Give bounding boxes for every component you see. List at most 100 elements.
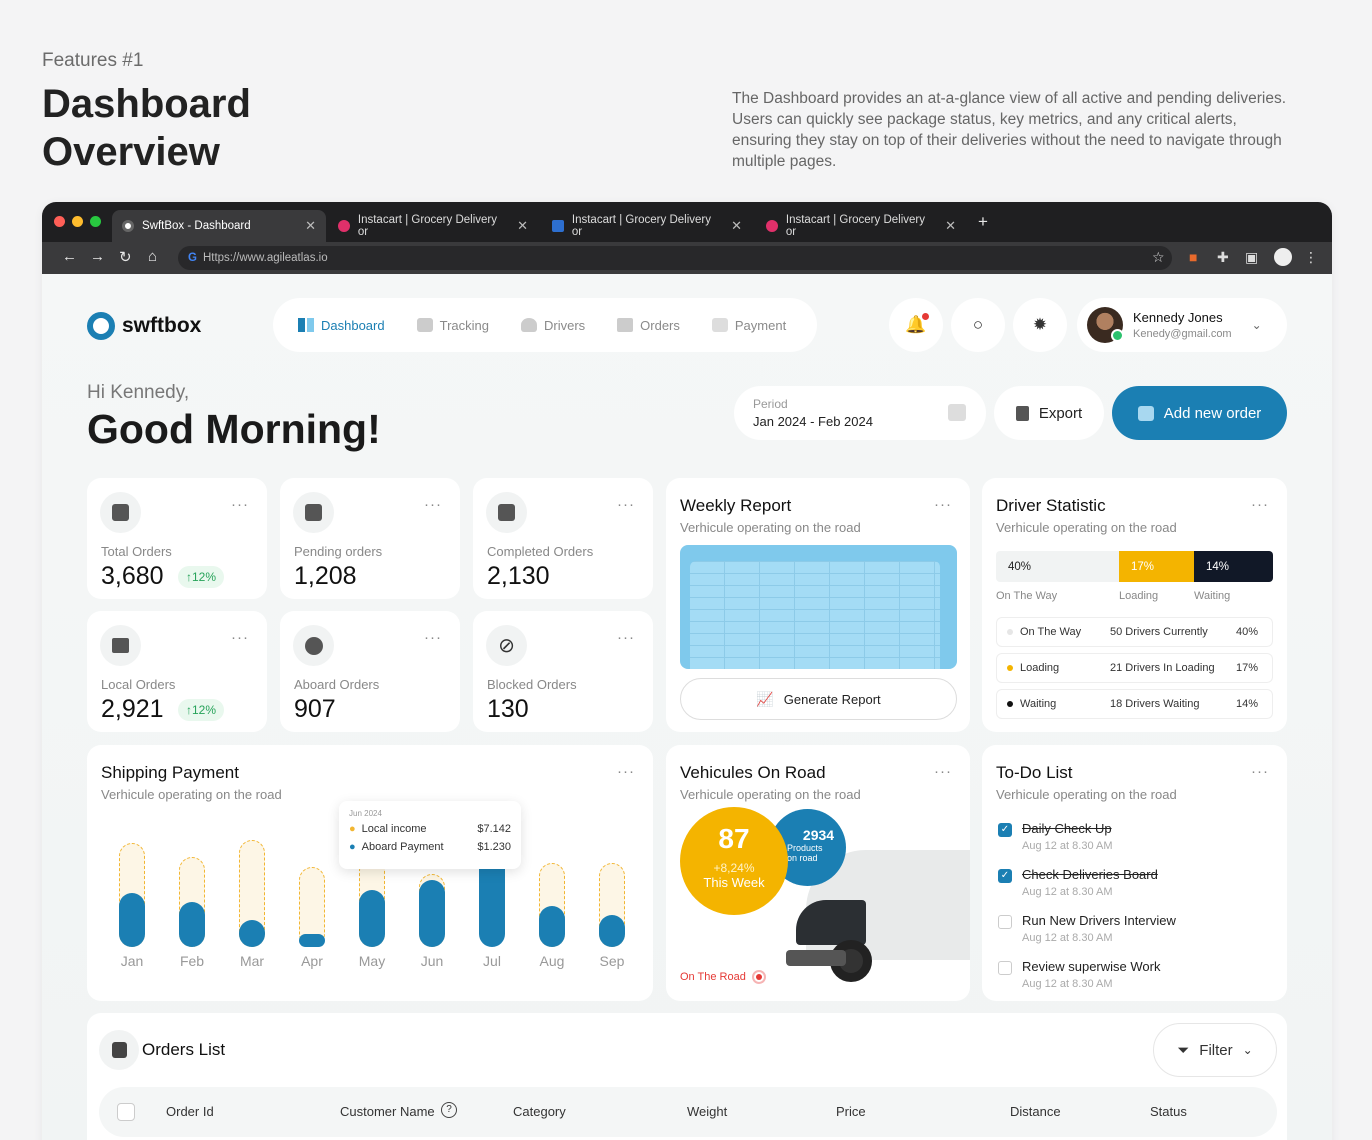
new-tab-icon[interactable]: + [978, 212, 988, 231]
column-header[interactable]: Status [1150, 1104, 1187, 1119]
close-tab-icon[interactable]: ✕ [305, 218, 316, 233]
more-icon[interactable]: ··· [617, 496, 635, 513]
card-subtitle: Verhicule operating on the road [680, 787, 861, 802]
reload-icon[interactable]: ↻ [119, 249, 132, 266]
checkbox[interactable] [998, 961, 1012, 975]
add-order-button[interactable]: Add new order [1112, 386, 1287, 440]
user-menu[interactable]: Kennedy Jones Kenedy@gmail.com ⌄ [1077, 298, 1287, 352]
close-tab-icon[interactable]: ✕ [945, 218, 956, 233]
maximize-window-dot[interactable] [90, 216, 101, 227]
more-icon[interactable]: ··· [617, 763, 635, 780]
stat-value: 2,130 [487, 562, 550, 590]
nav-label: Orders [640, 317, 680, 333]
theme-toggle-button[interactable]: ✹ [1013, 298, 1067, 352]
orders-list-card: Orders List ⏷ Filter ⌄ Order Id Customer N… [87, 1013, 1287, 1140]
todo-card: To-Do List ··· Verhicule operating on the… [982, 745, 1287, 1001]
close-tab-icon[interactable]: ✕ [517, 218, 528, 233]
column-header[interactable]: Distance [1010, 1104, 1061, 1119]
checkbox-checked[interactable]: ✓ [998, 869, 1012, 883]
stat-card-aboard[interactable]: ··· Aboard Orders 907 [280, 611, 460, 732]
column-header[interactable]: Customer Name [340, 1104, 435, 1119]
nav-payment[interactable]: Payment [711, 318, 786, 333]
browser-tab[interactable]: Instacart | Grocery Delivery or ✕ [328, 210, 538, 242]
weekly-report-card: Weekly Report ··· Verhicule operating on … [666, 478, 970, 732]
close-tab-icon[interactable]: ✕ [731, 218, 742, 233]
more-icon[interactable]: ··· [1251, 496, 1269, 513]
more-icon[interactable]: ··· [1251, 763, 1269, 780]
more-icon[interactable]: ··· [617, 629, 635, 646]
browser-tab[interactable]: Instacart | Grocery Delivery or ✕ [542, 210, 752, 242]
generate-report-button[interactable]: 📈 Generate Report [680, 678, 957, 720]
bar-fill[interactable] [179, 902, 205, 947]
todo-item[interactable]: Run New Drivers Interview Aug 12 at 8.30 … [998, 913, 1176, 944]
notifications-button[interactable]: 🔔 [889, 298, 943, 352]
nav-label: Dashboard [321, 317, 385, 333]
bar-fill[interactable] [239, 920, 265, 947]
sun-icon: ✹ [1032, 315, 1048, 334]
select-all-checkbox[interactable] [117, 1103, 135, 1121]
stat-label: Local Orders [101, 677, 176, 692]
todo-item[interactable]: ✓ Daily Check Up Aug 12 at 8.30 AM [998, 821, 1113, 852]
stat-card-pending[interactable]: ··· Pending orders 1,208 [280, 478, 460, 599]
stat-card-completed[interactable]: ··· Completed Orders 2,130 [473, 478, 653, 599]
more-icon[interactable]: ··· [934, 763, 952, 780]
back-icon[interactable]: ← [62, 248, 77, 265]
column-header[interactable]: Weight [687, 1104, 728, 1119]
bookmark-star-icon[interactable]: ☆ [1152, 249, 1165, 265]
bar-fill[interactable] [359, 890, 385, 947]
filter-icon: ⏷ [1177, 1041, 1190, 1059]
user-name: Kennedy Jones [1133, 310, 1223, 325]
browser-menu-icon[interactable]: ⋮ [1304, 249, 1318, 265]
tab-bar: SwftBox - Dashboard ✕ Instacart | Grocery… [42, 202, 1332, 242]
more-icon[interactable]: ··· [424, 496, 442, 513]
nav-orders[interactable]: Orders [617, 318, 680, 333]
stat-card-total[interactable]: ··· Total Orders 3,680 ↑12% [87, 478, 267, 599]
bar-fill[interactable] [539, 906, 565, 947]
minimize-window-dot[interactable] [72, 216, 83, 227]
extensions-puzzle-icon[interactable]: ✚ [1217, 249, 1229, 265]
todo-item[interactable]: Review superwise Work Aug 12 at 8.30 AM [998, 959, 1160, 990]
checkbox-checked[interactable]: ✓ [998, 823, 1012, 837]
url-input[interactable]: G Https://www.agileatlas.io [178, 246, 1172, 270]
stat-value: 3,680 [101, 562, 164, 590]
browser-tab[interactable]: Instacart | Grocery Delivery or ✕ [756, 210, 966, 242]
filter-button[interactable]: ⏷ Filter ⌄ [1153, 1023, 1277, 1077]
profile-icon[interactable] [1274, 248, 1292, 266]
status-dot [1007, 629, 1013, 635]
bar-track[interactable] [299, 867, 325, 947]
forward-icon[interactable]: → [90, 248, 105, 265]
nav-dashboard[interactable]: Dashboard [298, 318, 385, 333]
close-window-dot[interactable] [54, 216, 65, 227]
bar-fill[interactable] [419, 880, 445, 947]
main-nav: Dashboard Tracking Drivers Orders Paymen… [273, 298, 817, 352]
segment-label: Loading [1119, 590, 1159, 602]
nav-drivers[interactable]: Drivers [520, 318, 585, 333]
stat-label: Aboard Orders [294, 677, 380, 692]
period-picker[interactable]: Period Jan 2024 - Feb 2024 [734, 386, 986, 440]
bar-fill[interactable] [599, 915, 625, 947]
bar-fill[interactable] [119, 893, 145, 947]
browser-tab-active[interactable]: SwftBox - Dashboard ✕ [112, 210, 326, 242]
checkbox[interactable] [998, 915, 1012, 929]
more-icon[interactable]: ··· [424, 629, 442, 646]
brand-logo[interactable]: swftbox [87, 312, 201, 340]
column-header[interactable]: Category [513, 1104, 566, 1119]
home-icon[interactable]: ⌂ [148, 248, 158, 265]
more-icon[interactable]: ··· [934, 496, 952, 513]
stat-card-local[interactable]: ··· Local Orders 2,921 ↑12% [87, 611, 267, 732]
sidepanel-icon[interactable]: ▣ [1245, 249, 1259, 265]
more-icon[interactable]: ··· [231, 496, 249, 513]
feature-label: Features #1 [42, 50, 144, 71]
stat-label: Completed Orders [487, 544, 594, 559]
extension-fox-icon[interactable]: ■ [1189, 249, 1198, 265]
nav-tracking[interactable]: Tracking [416, 318, 489, 333]
todo-item[interactable]: ✓ Check Deliveries Board Aug 12 at 8.30 AM [998, 867, 1158, 898]
export-button[interactable]: Export [994, 386, 1104, 440]
column-header[interactable]: Order Id [166, 1104, 214, 1119]
help-icon[interactable]: ? [441, 1102, 457, 1118]
more-icon[interactable]: ··· [231, 629, 249, 646]
column-header[interactable]: Price [836, 1104, 866, 1119]
stat-card-blocked[interactable]: ⊘ ··· Blocked Orders 130 [473, 611, 653, 732]
search-button[interactable]: ○ [951, 298, 1005, 352]
bar-fill[interactable] [299, 934, 325, 947]
